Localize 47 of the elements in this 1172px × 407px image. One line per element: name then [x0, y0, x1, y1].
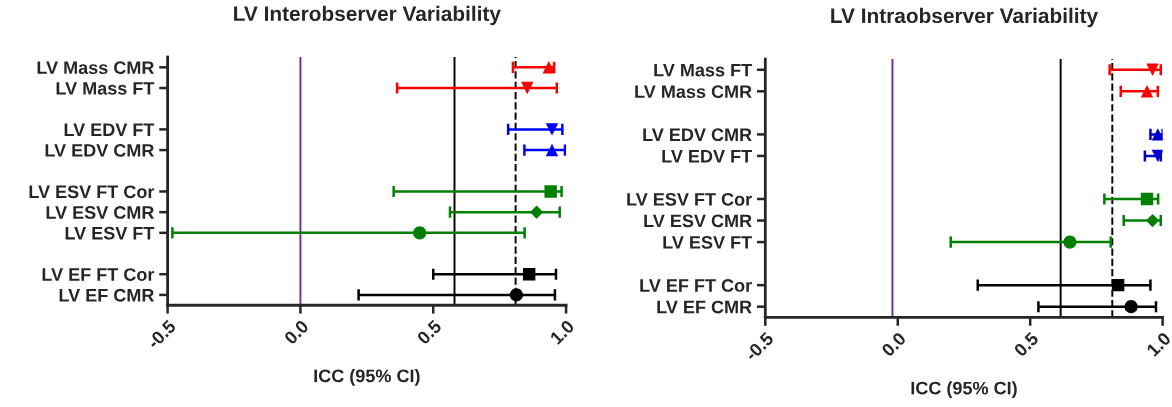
x-tick-label: -0.5: [146, 319, 177, 350]
x-axis-title: ICC (95% CI): [314, 369, 420, 386]
point: [530, 205, 544, 219]
x-axis-title: ICC (95% CI): [911, 381, 1017, 399]
y-tick-label: LV EF CMR: [59, 288, 155, 302]
point: [1146, 63, 1159, 76]
point: [542, 61, 556, 74]
y-tick-label: LV ESV CMR: [46, 206, 155, 219]
y-tick-label: LV EDV CMR: [45, 144, 155, 157]
y-tick-label: LV Mass FT: [56, 82, 155, 95]
y-tick-label: LV ESV FT: [65, 226, 155, 240]
point: [1151, 149, 1163, 163]
point: [1140, 192, 1154, 206]
x-tick-label: -0.5: [744, 331, 775, 362]
y-tick-label: LV ESV FT Cor: [627, 192, 752, 206]
point: [521, 81, 534, 95]
point: [544, 185, 557, 198]
x-tick-label: 0.5: [416, 319, 443, 346]
y-tick-label: LV ESV FT: [663, 236, 752, 249]
chart-title: LV Interobserver Variability: [234, 5, 501, 26]
point: [1145, 213, 1160, 228]
point: [1124, 300, 1138, 314]
x-tick-label: 1.0: [549, 319, 575, 345]
chart-title: LV Intraobserver Variability: [831, 7, 1098, 28]
point: [509, 288, 523, 302]
y-tick-label: LV ESV CMR: [644, 214, 752, 228]
x-tick-label: 0.0: [283, 319, 310, 346]
y-tick-label: LV EF CMR: [657, 300, 752, 314]
point: [1111, 278, 1125, 292]
y-tick-label: LV EDV CMR: [643, 128, 752, 142]
y-tick-label: LV Mass FT: [654, 63, 752, 77]
point: [1140, 85, 1154, 98]
y-tick-label: LV Mass CMR: [37, 61, 155, 75]
y-tick-label: LV ESV FT Cor: [29, 185, 155, 199]
x-tick-label: 0.5: [1013, 331, 1040, 358]
point: [545, 143, 559, 157]
y-tick-label: LV EDV FT: [64, 123, 155, 136]
y-tick-label: LV EF FT Cor: [42, 268, 155, 281]
y-tick-label: LV EDV FT: [662, 150, 752, 163]
x-tick-label: 1.0: [1146, 331, 1172, 357]
point: [522, 268, 536, 281]
y-tick-label: LV Mass CMR: [635, 85, 752, 99]
x-tick-label: 0.0: [880, 331, 907, 358]
y-tick-label: LV EF FT Cor: [640, 279, 752, 292]
point: [1063, 235, 1077, 249]
point: [545, 123, 559, 136]
point: [413, 226, 427, 240]
